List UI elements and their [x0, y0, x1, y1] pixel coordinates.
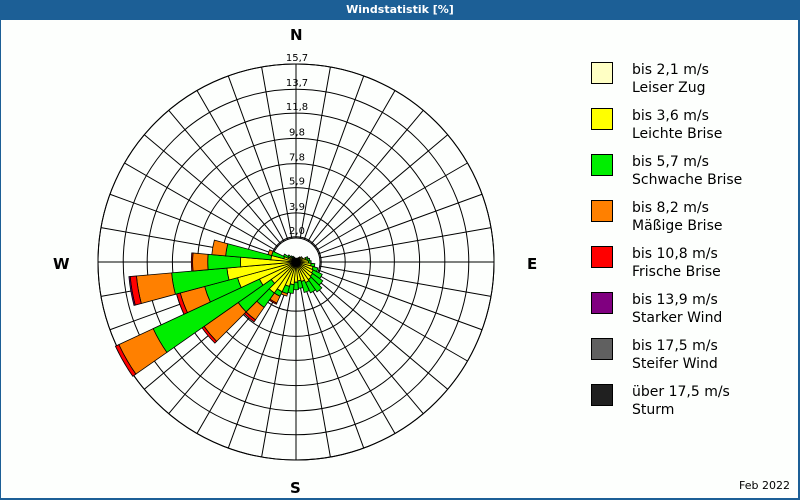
legend-speed: über 17,5 m/s	[632, 384, 730, 400]
petal-segment	[287, 254, 292, 259]
petal-segment	[114, 344, 137, 377]
title-bar: Windstatistik [%]	[0, 0, 800, 20]
svg-text:13,7: 13,7	[286, 78, 308, 89]
wind-petals	[114, 239, 324, 377]
legend-speed: bis 3,6 m/s	[632, 108, 709, 124]
petal-segment	[190, 252, 194, 272]
ring-labels: 2,0 3,9 5,9 7,8 9,8 11,8 13,7 15,7	[286, 53, 308, 237]
compass-south-label: S	[290, 479, 301, 497]
legend-name: Mäßige Brise	[632, 218, 723, 234]
legend-speed: bis 17,5 m/s	[632, 338, 718, 354]
petal-segment	[305, 280, 317, 294]
legend-swatch	[591, 154, 613, 176]
petal-segment	[294, 257, 297, 262]
svg-text:7,8: 7,8	[289, 153, 305, 164]
legend-speed: bis 13,9 m/s	[632, 292, 718, 308]
legend-swatch	[591, 384, 613, 406]
legend-name: Starker Wind	[632, 310, 723, 326]
svg-text:2,0: 2,0	[289, 226, 305, 237]
legend-name: Leichte Brise	[632, 126, 723, 142]
legend-swatch	[591, 338, 613, 360]
svg-text:15,7: 15,7	[286, 53, 308, 64]
compass-west-label: W	[53, 255, 70, 273]
legend-name: Leiser Zug	[632, 80, 706, 96]
legend-speed: bis 10,8 m/s	[632, 246, 718, 262]
svg-text:5,9: 5,9	[289, 177, 305, 188]
svg-text:3,9: 3,9	[289, 202, 305, 213]
legend-swatch	[591, 62, 613, 84]
legend-swatch	[591, 200, 613, 222]
petal-segment	[307, 276, 323, 293]
legend-name: Schwache Brise	[632, 172, 743, 188]
compass-east-label: E	[527, 255, 538, 273]
date-label: Feb 2022	[739, 479, 790, 492]
petal-segment	[267, 249, 274, 256]
legend-swatch	[591, 246, 613, 268]
legend-name: Steifer Wind	[632, 356, 718, 372]
legend-speed: bis 5,7 m/s	[632, 154, 709, 170]
petal-segment	[192, 252, 209, 272]
legend-speed: bis 8,2 m/s	[632, 200, 709, 216]
wind-rose-chart: 2,0 3,9 5,9 7,8 9,8 11,8 13,7 15,7	[97, 53, 495, 461]
legend-swatch	[591, 108, 613, 130]
petal-segment	[128, 276, 136, 306]
petal-segment	[211, 239, 229, 257]
petal-segment	[290, 255, 294, 259]
chart-panel: 2,0 3,9 5,9 7,8 9,8 11,8 13,7 15,7 N E S W bis …	[1, 20, 798, 498]
compass-north-label: N	[290, 26, 303, 44]
petal-segment	[136, 272, 176, 304]
petal-segment	[282, 253, 290, 259]
svg-text:9,8: 9,8	[289, 127, 305, 138]
legend-name: Frische Brise	[632, 264, 721, 280]
svg-text:11,8: 11,8	[286, 102, 308, 113]
legend-swatch	[591, 292, 613, 314]
legend-name: Sturm	[632, 402, 675, 418]
petal-segment	[300, 279, 310, 293]
legend-speed: bis 2,1 m/s	[632, 62, 709, 78]
